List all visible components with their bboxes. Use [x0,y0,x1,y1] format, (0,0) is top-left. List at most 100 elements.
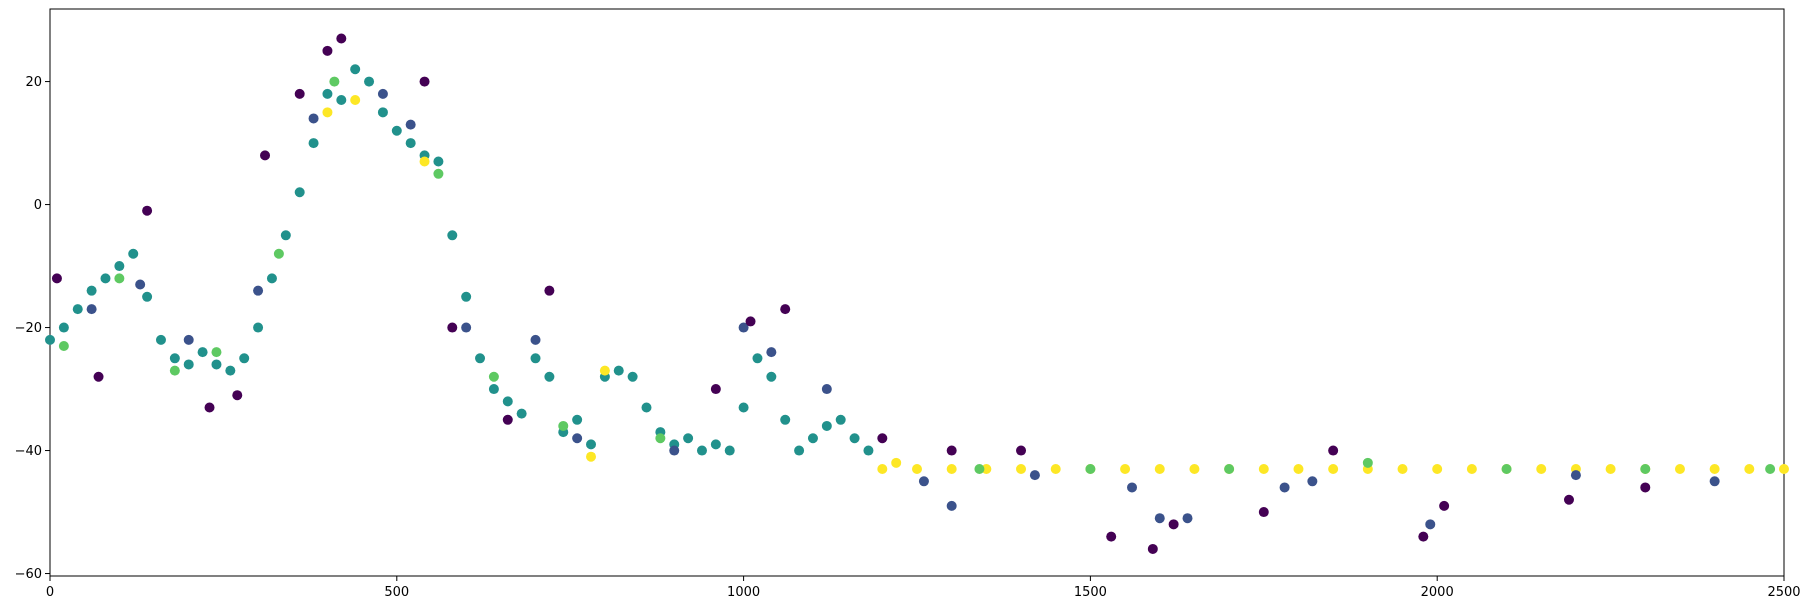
point [599,365,610,376]
point [530,353,541,364]
point [419,156,430,167]
point [1279,482,1290,493]
point [266,273,277,284]
point [1328,463,1339,474]
point [377,107,388,118]
point [1709,463,1720,474]
point [1418,531,1429,542]
point [322,88,333,99]
point [253,285,264,296]
point [183,359,194,370]
point [336,33,347,44]
point [45,334,55,345]
point [1085,463,1096,474]
point [51,273,62,284]
point [155,334,166,345]
point [1779,463,1789,474]
point [232,390,243,401]
point [981,463,992,474]
point [863,445,874,456]
point [329,76,340,87]
x-tick-label: 500 [384,585,409,600]
point [1029,470,1040,481]
point [1106,531,1117,542]
y-tick-label: 20 [25,75,42,90]
point [1328,445,1339,456]
point [1189,463,1200,474]
point [641,402,652,413]
point [1425,519,1436,530]
point [558,420,569,431]
point [1640,463,1651,474]
point [211,359,222,370]
point [433,168,444,179]
point [1120,463,1131,474]
point [1168,519,1179,530]
point [350,64,361,75]
point [405,138,416,149]
x-tick-label: 0 [46,585,54,600]
point [766,371,777,382]
point [946,463,957,474]
point [135,279,146,290]
point [1605,463,1616,474]
point [1182,513,1193,524]
point [1127,482,1138,493]
point [488,371,499,382]
point [391,125,402,136]
y-tick-label: −40 [15,444,42,459]
point [1765,463,1776,474]
point [419,76,430,87]
point [86,285,97,296]
point [142,205,153,216]
point [586,439,597,450]
point [946,445,957,456]
point [100,273,111,284]
point [683,433,694,444]
point [461,322,472,333]
point [294,88,305,99]
point [912,463,922,474]
point [1147,543,1158,554]
point [710,439,721,450]
point [572,414,583,425]
point [405,119,416,130]
point [745,316,756,327]
point [877,463,888,474]
point [724,445,735,456]
point [1293,463,1304,474]
point [225,365,236,376]
point [627,371,638,382]
point [58,341,69,352]
point [572,433,583,444]
point [364,76,375,87]
point [738,322,749,333]
point [1258,463,1269,474]
y-tick-label: 0 [34,198,42,213]
point [1258,507,1269,518]
point [613,365,624,376]
point [794,445,805,456]
point [1397,463,1408,474]
point [1016,445,1027,456]
point [1466,463,1477,474]
point [447,322,458,333]
point [322,107,333,118]
y-tick-label: −20 [15,321,42,336]
point [835,414,846,425]
point [1536,463,1547,474]
point [502,414,513,425]
point [877,433,888,444]
point [169,365,180,376]
point [211,347,222,358]
point [1432,463,1443,474]
point [93,371,104,382]
point [738,402,749,413]
point [239,353,250,364]
point [1563,494,1574,505]
point [946,500,957,511]
point [530,334,541,345]
point [273,248,284,259]
point [655,433,666,444]
point [142,291,153,302]
